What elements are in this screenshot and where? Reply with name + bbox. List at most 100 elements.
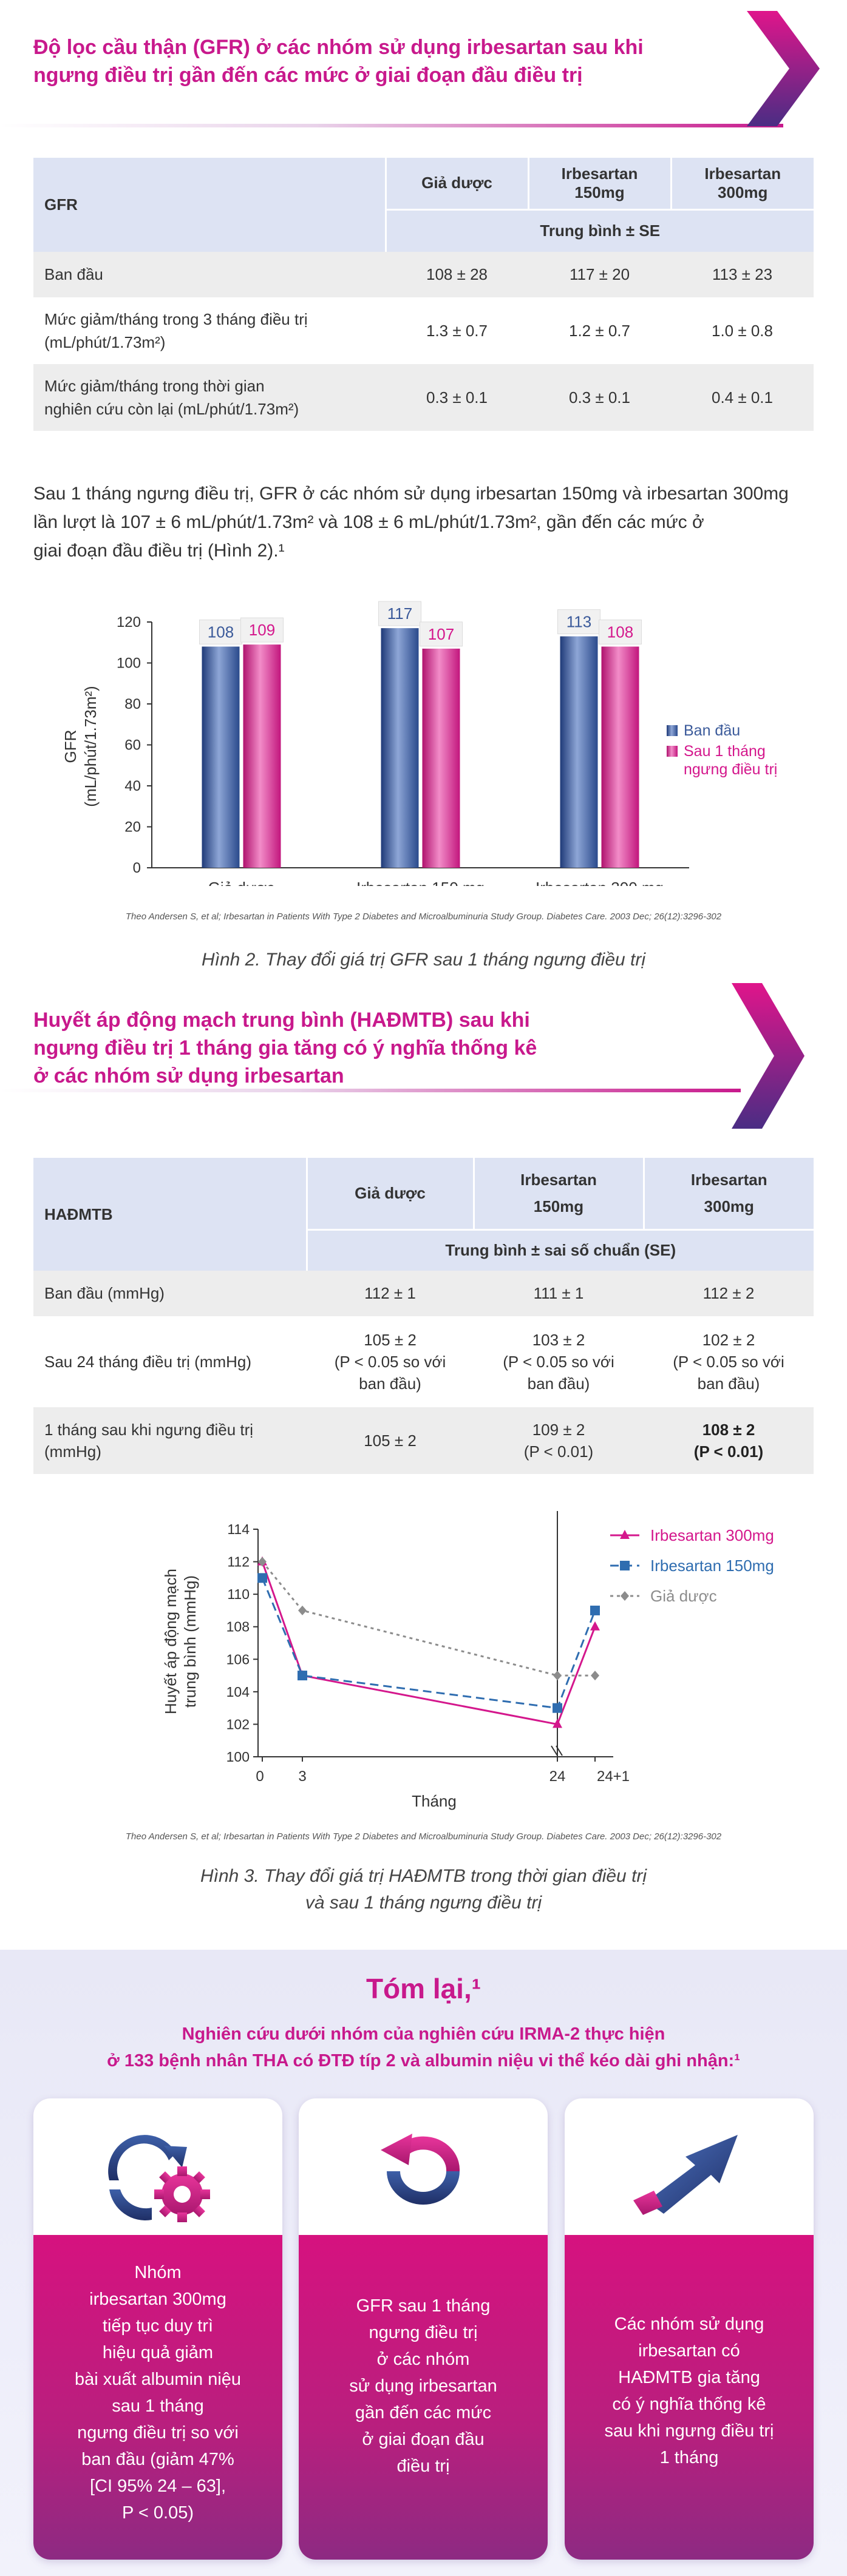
table2-row2-v2: 103 ± 2 (P < 0.05 so với ban đầu): [474, 1316, 644, 1407]
data-point: [591, 1671, 599, 1681]
data-point: [257, 1573, 267, 1583]
y-tick-label: 106: [226, 1651, 250, 1667]
table1-row3-v3: 0.4 ± 0.1: [711, 388, 773, 407]
x-tick-label: Giả dược: [208, 879, 275, 886]
legend-label-baseline: Ban đầu: [684, 722, 740, 739]
table2-col-irb300-line2: 300mg: [704, 1197, 754, 1216]
table1-row2-v1: 1.3 ± 0.7: [426, 321, 488, 340]
hadmtb-table: HAĐMTB Giả dược Irbesartan 150mg Irbesart…: [33, 1158, 814, 1474]
legend-marker: [620, 1561, 630, 1570]
data-point: [298, 1605, 307, 1615]
y-tick-label: 0: [133, 860, 141, 876]
summary-card-2-text: GFR sau 1 tháng ngưng điều trị ở các nhóm s…: [311, 2293, 536, 2480]
table-row: Ban đầu (mmHg) 112 ± 1 111 ± 1 112 ± 2: [33, 1271, 814, 1316]
x-tick-label: 0: [256, 1768, 264, 1785]
table1-col-placebo: Giả dược: [384, 158, 528, 211]
table1-col-irb150-line2: 150mg: [574, 183, 625, 201]
section2-title-line3: ở các nhóm sử dụng irbesartan: [33, 1064, 344, 1087]
citation1: Theo Andersen S, et al; Irbesartan in Pa…: [125, 911, 722, 922]
x-tick-label: Irbesartan 300 mg: [536, 879, 664, 886]
table2-row3-v1: 105 ± 2: [364, 1432, 417, 1450]
summary-card-2-line: sử dụng irbesartan: [349, 2376, 497, 2396]
summary-card-1-line: bài xuất albumin niệu: [74, 2370, 242, 2389]
table-row: Mức giảm/tháng trong 3 tháng điều trị (mL…: [33, 297, 814, 364]
data-point: [258, 1557, 267, 1567]
summary-card-3-line: sau khi ngưng điều trị: [604, 2421, 774, 2441]
table-row: 1 tháng sau khi ngưng điều trị (mmHg) 105…: [33, 1407, 814, 1474]
figure2-caption: Hình 2. Thay đổi giá trị GFR sau 1 tháng…: [201, 950, 646, 970]
legend-label-after: Sau 1 tháng: [684, 743, 766, 760]
chevron-arrow-icon: [732, 983, 804, 1129]
bar-value-label: 108: [208, 623, 234, 641]
section2-header: Huyết áp động mạch trung bình (HAĐMTB) s…: [0, 983, 847, 1129]
summary-card-1-line: hiệu quả giảm: [102, 2343, 214, 2362]
section1-title: Độ lọc cầu thận (GFR) ở các nhóm sử dụng…: [33, 33, 732, 89]
summary-card-2: GFR sau 1 tháng ngưng điều trị ở các nhóm s…: [299, 2098, 548, 2560]
y-tick-label: 100: [117, 655, 141, 672]
summary-card-1-line: P < 0.05): [122, 2503, 194, 2523]
summary-card-1-line: ngưng điều trị so với: [77, 2423, 239, 2442]
table2-row2-v3-line1: 102 ± 2: [702, 1331, 755, 1349]
data-point: [553, 1719, 562, 1728]
y-tick-label: 120: [117, 614, 141, 630]
table2-col-irb150-line2: 150mg: [533, 1197, 584, 1216]
y-axis-label-line1: GFR: [61, 730, 80, 763]
legend-swatch-baseline: [667, 725, 678, 736]
paragraph-line2: lần lượt là 107 ± 6 mL/phút/1.73m² và 10…: [33, 512, 704, 532]
data-point: [553, 1671, 562, 1681]
paragraph-line3: giai đoạn đầu điều trị (Hình 2).¹: [33, 541, 285, 561]
figure3-caption-line2: và sau 1 tháng ngưng điều trị: [305, 1893, 542, 1913]
table2-row1-label: Ban đầu (mmHg): [44, 1284, 165, 1302]
chevron-arrow-icon: [747, 11, 820, 126]
bar-value-label: 108: [607, 623, 633, 641]
table2-row2-v1: 105 ± 2 (P < 0.05 so với ban đầu): [307, 1316, 474, 1407]
table1-row3-label: Mức giảm/tháng trong thời gian nghiên cứu…: [33, 364, 386, 431]
table1-col-irb150-line1: Irbesartan: [561, 164, 638, 183]
table1-col-irb300-line1: Irbesartan: [704, 164, 781, 183]
table1-row3-label-line2: nghiên cứu còn lại (mL/phút/1.73m²): [44, 400, 299, 418]
table-row: Sau 24 tháng điều trị (mmHg) 105 ± 2 (P <…: [33, 1316, 814, 1407]
y-axis-label-line1: Huyết áp động mạch: [162, 1569, 180, 1714]
table2-row2-v1-line2: (P < 0.05 so với: [334, 1353, 446, 1371]
axis-break-mark: [551, 1745, 558, 1756]
table1-row-header: GFR: [33, 158, 386, 252]
table2-subheader: Trung bình ± sai số chuẩn (SE): [305, 1229, 814, 1271]
summary-subtitle-line1: Nghiên cứu dưới nhóm của nghiên cứu IRMA…: [182, 2024, 665, 2044]
table2-col-irb150: Irbesartan 150mg: [472, 1158, 644, 1231]
bar-label-box: [378, 601, 421, 626]
axis-break-mark: [556, 1745, 563, 1756]
y-axis-label-line2: (mL/phút/1.73m²): [81, 686, 100, 806]
legend-label: Giả dược: [650, 1587, 717, 1605]
summary-card-1-line: tiếp tục duy trì: [102, 2316, 214, 2336]
section1-title-line1: Độ lọc cầu thận (GFR) ở các nhóm sử dụng…: [33, 36, 644, 59]
table-row: Mức giảm/tháng trong thời gian nghiên cứu…: [33, 364, 814, 431]
legend-marker: [620, 1530, 630, 1539]
summary-card-3-text: Các nhóm sử dụng irbesartan có HAĐMTB gia …: [577, 2311, 801, 2471]
y-tick-label: 104: [226, 1684, 250, 1700]
series-line-irb300: [261, 1561, 596, 1726]
summary-card-1-line: sau 1 tháng: [112, 2396, 204, 2416]
legend-swatch-after: [667, 746, 678, 757]
y-tick-label: 100: [226, 1749, 250, 1765]
summary-card-2-line: gần đến các mức: [355, 2403, 492, 2422]
table2-col-irb300-line1: Irbesartan: [690, 1171, 767, 1189]
table1-col-irb300-line2: 300mg: [718, 183, 768, 201]
summary-card-2-line: điều trị: [396, 2456, 450, 2476]
table1-row3-v1: 0.3 ± 0.1: [426, 388, 488, 407]
x-axis-label: Tháng: [412, 1792, 457, 1810]
bar-after: [422, 648, 460, 868]
table1-row2-label: Mức giảm/tháng trong 3 tháng điều trị (mL…: [33, 297, 386, 364]
series-line-placebo: [261, 1561, 595, 1677]
section2-title: Huyết áp động mạch trung bình (HAĐMTB) s…: [33, 1006, 701, 1090]
legend-marker: [621, 1591, 629, 1601]
table2-row2-v3-line2: (P < 0.05 so với: [673, 1353, 784, 1371]
x-tick-label: 24+1: [597, 1768, 630, 1785]
summary-card-1-line: irbesartan 300mg: [89, 2290, 226, 2309]
y-tick-label: 114: [227, 1521, 250, 1537]
table2-col-irb300: Irbesartan 300mg: [642, 1158, 814, 1231]
table2-row1-v1: 112 ± 1: [364, 1284, 416, 1302]
summary-card-3-line: có ý nghĩa thống kê: [612, 2395, 766, 2414]
y-tick-label: 102: [226, 1716, 250, 1732]
summary-card-1-line: Nhóm: [134, 2263, 182, 2282]
table2-row2-v2-line1: 103 ± 2: [532, 1331, 585, 1349]
